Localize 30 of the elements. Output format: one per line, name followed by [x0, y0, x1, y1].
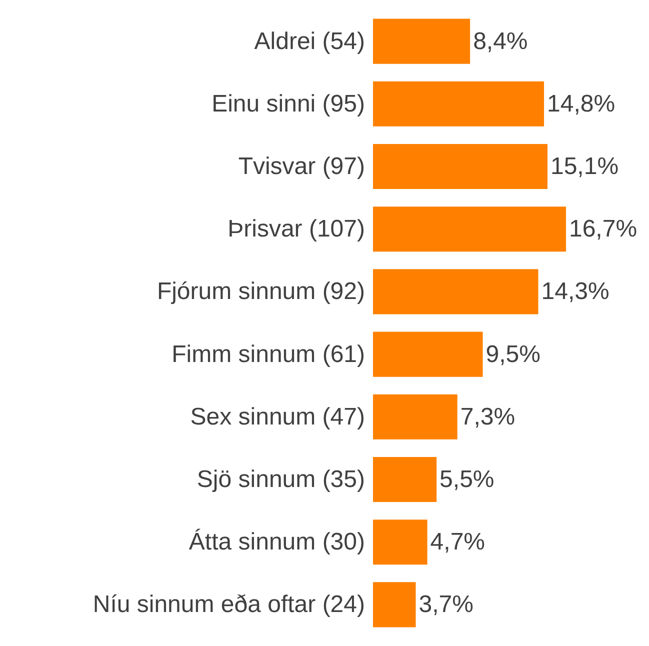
bar	[373, 144, 548, 190]
data-label: 14,8%	[547, 90, 616, 118]
y-tick-label: Þrisvar (107)	[228, 216, 365, 243]
data-label: 15,1%	[550, 153, 619, 180]
bar	[373, 582, 416, 628]
y-tick-label: Fimm sinnum (61)	[172, 340, 365, 368]
bar	[373, 456, 437, 502]
bar	[373, 520, 428, 565]
bar	[373, 394, 458, 440]
data-label: 8,4%	[473, 28, 528, 55]
y-tick-label: Einu sinni (95)	[212, 90, 365, 118]
y-tick-label: Fjórum sinnum (92)	[156, 278, 365, 306]
bar	[373, 269, 538, 314]
y-tick-label: Sex sinnum (47)	[190, 403, 365, 430]
bar	[373, 332, 483, 377]
y-tick-label: Sjö sinnum (35)	[196, 466, 365, 493]
bar	[373, 18, 470, 64]
data-label: 9,5%	[486, 340, 540, 368]
bar	[373, 81, 544, 126]
data-label: 4,7%	[430, 528, 486, 556]
data-label: 5,5%	[440, 466, 494, 493]
data-label: 7,3%	[460, 403, 516, 430]
data-label: 16,7%	[568, 216, 638, 243]
y-tick-label: Aldrei (54)	[254, 28, 365, 55]
y-tick-label: Tvisvar (97)	[238, 153, 365, 180]
data-label: 3,7%	[418, 591, 474, 618]
data-label: 14,3%	[541, 278, 610, 306]
y-tick-label: Níu sinnum eða oftar (24)	[92, 591, 365, 618]
y-tick-label: Átta sinnum (30)	[188, 528, 365, 556]
bar	[373, 206, 566, 252]
